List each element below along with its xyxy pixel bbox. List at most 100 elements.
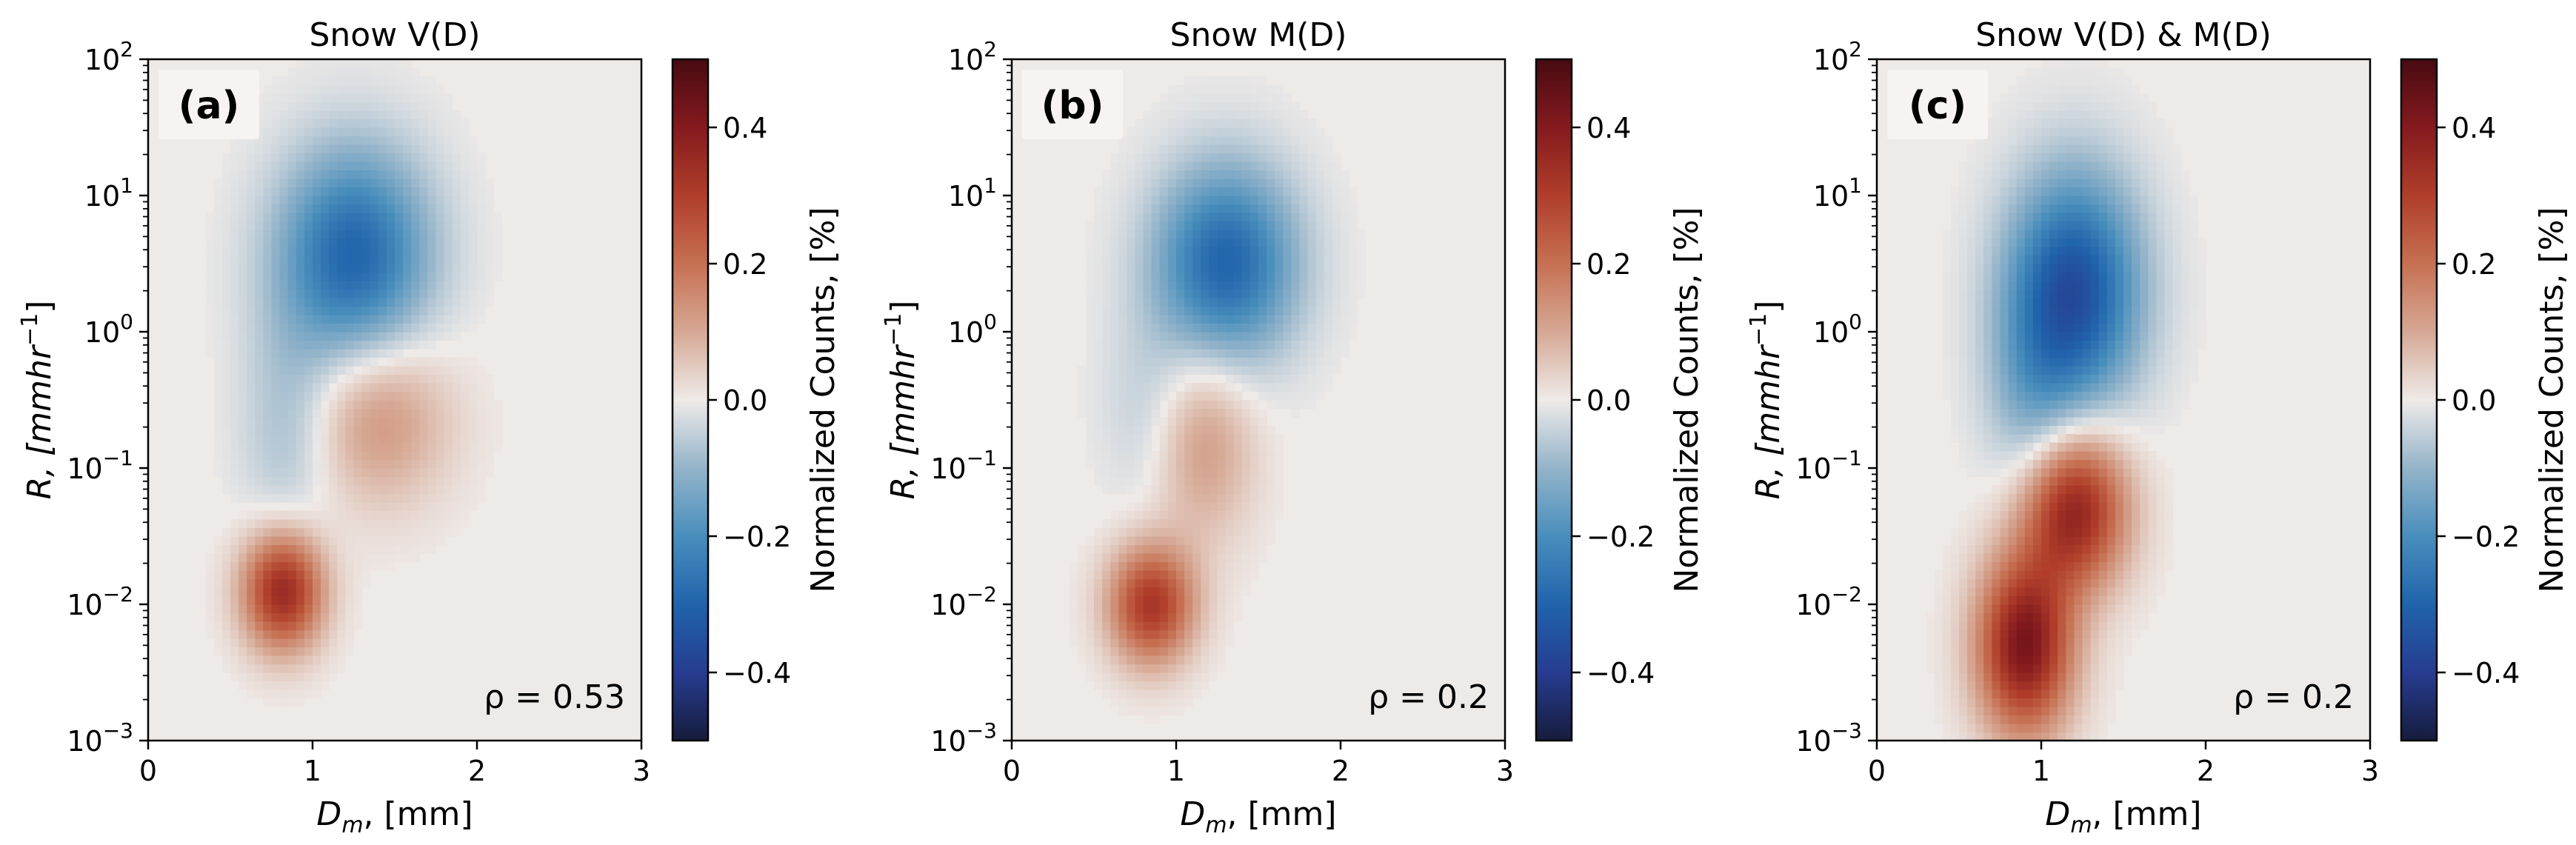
heatmap-cell (460, 391, 470, 401)
heatmap-cell (2008, 510, 2018, 520)
heatmap-cell (1192, 434, 1201, 444)
heatmap-cell (247, 170, 256, 179)
heatmap-cell (1184, 408, 1193, 418)
heatmap-cell (1267, 161, 1275, 171)
heatmap-cell (1176, 306, 1185, 315)
heatmap-cell (1209, 144, 1218, 154)
heatmap-cell (444, 204, 453, 213)
heatmap-cell (1307, 136, 1317, 145)
heatmap-cell (419, 459, 428, 469)
heatmap-cell (1151, 161, 1161, 171)
heatmap-cell (477, 264, 486, 273)
heatmap-cell (247, 340, 256, 350)
heatmap-cell (329, 204, 338, 213)
heatmap-cell (1324, 374, 1333, 384)
heatmap-cell (353, 118, 363, 128)
heatmap-cell (329, 451, 338, 461)
heatmap-cell (1275, 144, 1284, 154)
heatmap-cell (1135, 689, 1144, 699)
heatmap-cell (238, 187, 247, 196)
heatmap-cell (395, 442, 404, 452)
heatmap-cell (329, 553, 338, 563)
heatmap-cell (1151, 136, 1161, 145)
heatmap-cell (1135, 442, 1144, 452)
heatmap-cell (1135, 434, 1144, 444)
heatmap-cell (1176, 408, 1185, 418)
heatmap-cell (460, 153, 470, 162)
heatmap-cell (1267, 238, 1275, 247)
heatmap-cell (1094, 323, 1103, 333)
heatmap-cell (1151, 672, 1161, 682)
heatmap-cell (427, 459, 437, 469)
heatmap-cell (345, 272, 355, 281)
heatmap-cell (263, 672, 273, 682)
heatmap-cell (370, 391, 379, 401)
heatmap-cell (313, 204, 321, 213)
heatmap-cell (1127, 698, 1136, 707)
heatmap-cell (205, 587, 215, 597)
heatmap-cell (1209, 187, 1218, 196)
heatmap-cell (1950, 408, 1960, 418)
heatmap-cell (1275, 230, 1284, 239)
heatmap-cell (361, 255, 371, 264)
heatmap-cell (238, 476, 247, 486)
heatmap-cell (452, 127, 461, 137)
heatmap-cell (247, 153, 256, 162)
heatmap-cell (1127, 366, 1136, 375)
heatmap-cell (1176, 374, 1185, 384)
heatmap-cell (296, 281, 305, 290)
heatmap-cell (205, 281, 215, 290)
heatmap-cell (263, 638, 273, 648)
heatmap-cell (1110, 357, 1119, 367)
heatmap-cell (2016, 510, 2026, 520)
heatmap-cell (1315, 298, 1325, 307)
heatmap-cell (247, 374, 256, 384)
heatmap-cell (1176, 230, 1185, 239)
heatmap-cell (1143, 612, 1152, 622)
heatmap-cell (1291, 230, 1301, 239)
heatmap-cell (238, 366, 247, 375)
heatmap-cell (255, 485, 264, 495)
heatmap-cell (337, 213, 346, 222)
heatmap-cell (1975, 357, 1984, 367)
heatmap-cell (1942, 604, 1952, 614)
heatmap-cell (1167, 689, 1177, 699)
heatmap-cell (304, 170, 313, 179)
heatmap-cell (279, 366, 289, 375)
heatmap-cell (287, 272, 297, 281)
heatmap-cell (1983, 689, 1992, 699)
heatmap-cell (213, 204, 223, 213)
heatmap-cell (1332, 170, 1341, 179)
heatmap-cell (1992, 161, 2001, 171)
heatmap-cell (2000, 425, 2009, 435)
axes-frame (147, 58, 643, 742)
heatmap-cell (361, 144, 371, 154)
heatmap-cell (1249, 136, 1259, 145)
y-axis-label: R, [mmhr−1] (17, 301, 59, 500)
heatmap-cell (230, 340, 239, 350)
heatmap-cell (279, 153, 289, 162)
heatmap-cell (419, 357, 428, 367)
heatmap-cell (2016, 196, 2026, 205)
heatmap-cell (1192, 264, 1201, 273)
heatmap-cell (238, 553, 247, 563)
heatmap-cell (419, 230, 428, 239)
heatmap-cell (1258, 230, 1267, 239)
heatmap-cell (485, 459, 494, 469)
heatmap-cell (1934, 570, 1943, 580)
heatmap-cell (485, 417, 494, 427)
heatmap-cell (1102, 230, 1111, 239)
heatmap-cell (1159, 315, 1169, 324)
heatmap-cell (1085, 578, 1095, 588)
heatmap-cell (1324, 178, 1333, 188)
heatmap-cell (1102, 272, 1111, 281)
heatmap-cell (427, 476, 437, 486)
heatmap-cell (1127, 136, 1136, 145)
heatmap-cell (1241, 238, 1251, 247)
heatmap-cell (1217, 502, 1227, 512)
heatmap-cell (1315, 230, 1325, 239)
heatmap-cell (1315, 178, 1325, 188)
heatmap-cell (1241, 221, 1251, 230)
heatmap-cell (321, 374, 330, 384)
heatmap-cell (460, 459, 470, 469)
